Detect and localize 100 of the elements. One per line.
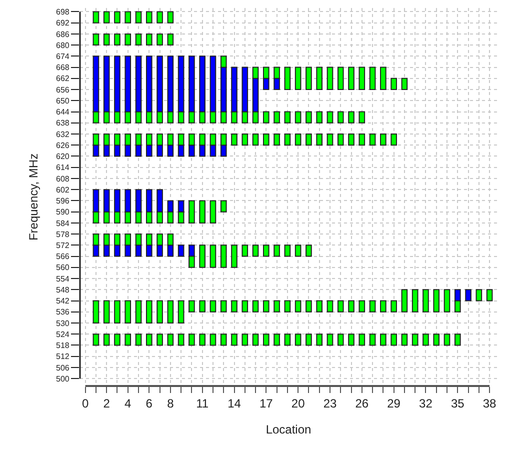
y-tick-label: 650 (56, 96, 70, 106)
bar (380, 300, 386, 312)
x-tick-label: 8 (167, 396, 174, 410)
bar (252, 334, 259, 346)
bar (306, 134, 312, 146)
bar (294, 111, 302, 124)
bar (422, 289, 429, 312)
bar (337, 111, 344, 124)
bar (380, 334, 386, 346)
bar (486, 289, 493, 302)
x-tick-label: 4 (124, 396, 132, 410)
bar (199, 244, 206, 268)
bar (326, 111, 334, 124)
bar (220, 244, 227, 268)
bar (188, 334, 195, 346)
x-tick-label: 2 (103, 396, 110, 410)
y-tick-label: 500 (56, 374, 70, 384)
bar (210, 300, 216, 312)
bar (306, 300, 312, 312)
bar (188, 200, 195, 224)
bar (465, 289, 472, 302)
bar (124, 33, 132, 46)
bar (103, 334, 110, 346)
bar (210, 244, 216, 268)
bar (337, 134, 344, 146)
bar (348, 111, 354, 124)
bar (369, 334, 376, 346)
y-tick-label: 692 (56, 18, 70, 28)
bar (178, 300, 184, 324)
bar (114, 334, 120, 346)
y-tick-label: 656 (56, 85, 70, 94)
x-tick-label: 26 (355, 396, 369, 410)
bar (135, 334, 142, 346)
bar (358, 334, 366, 346)
bar (156, 300, 163, 324)
bar (156, 334, 163, 346)
bar (294, 300, 302, 312)
y-tick-label: 548 (56, 285, 70, 294)
bar (444, 334, 450, 346)
bar (242, 300, 248, 312)
bar (167, 300, 174, 324)
bar (146, 33, 152, 46)
bar (358, 134, 366, 146)
bar (284, 334, 291, 346)
bar (114, 300, 120, 324)
bar (103, 33, 110, 46)
bar (390, 334, 397, 346)
bar (326, 300, 334, 312)
bar (156, 11, 163, 24)
bar (242, 244, 248, 257)
bar (199, 300, 206, 312)
bar (220, 200, 227, 212)
bar (316, 134, 323, 146)
y-tick-label: 674 (56, 52, 70, 61)
bar (103, 11, 110, 24)
bar (124, 11, 132, 24)
bar (401, 78, 408, 90)
bar (476, 289, 482, 302)
y-tick-label: 590 (56, 208, 70, 217)
bar (252, 134, 259, 146)
y-tick-label: 512 (56, 352, 70, 362)
bar (210, 200, 216, 224)
bar (326, 134, 334, 146)
y-tick-label: 644 (56, 108, 70, 117)
bar (306, 66, 312, 90)
bar (92, 11, 100, 24)
bar (220, 300, 227, 312)
bar (358, 111, 366, 124)
bar (337, 66, 344, 90)
bar (326, 334, 334, 346)
bar (167, 33, 174, 46)
x-tick-label: 35 (450, 396, 465, 410)
bar (124, 334, 132, 346)
bar (199, 334, 206, 346)
bar (412, 289, 418, 312)
bar (369, 134, 376, 146)
bar (178, 334, 184, 346)
bar (135, 11, 142, 24)
bar (284, 134, 291, 146)
bar (274, 134, 280, 146)
bar (369, 66, 376, 90)
bar (114, 33, 120, 46)
bar (294, 66, 302, 90)
y-tick-label: 686 (56, 30, 70, 39)
bar (263, 334, 270, 346)
y-tick-label: 506 (56, 363, 70, 372)
x-tick-label: 32 (419, 396, 433, 410)
x-tick-label: 38 (482, 396, 497, 410)
bar (294, 134, 302, 146)
x-tick-label: 23 (323, 396, 337, 410)
bar (284, 66, 291, 90)
bar (103, 300, 110, 324)
bar (358, 300, 366, 312)
bar (316, 300, 323, 312)
bar (242, 334, 248, 346)
x-tick-label: 0 (82, 396, 89, 410)
bar (433, 334, 440, 346)
y-tick-label: 542 (56, 296, 70, 306)
bar (348, 334, 354, 346)
bar (92, 300, 100, 324)
